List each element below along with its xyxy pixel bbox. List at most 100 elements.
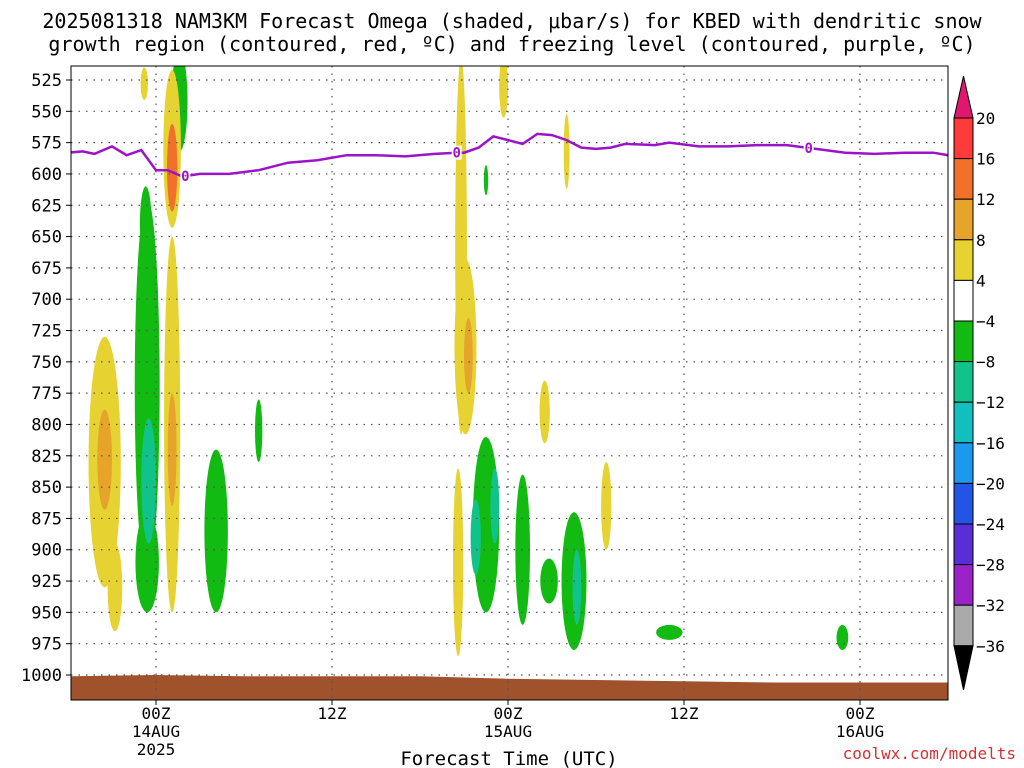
colorbar-segment: [953, 158, 974, 200]
omega-cell: [167, 393, 177, 506]
omega-cell: [97, 409, 112, 510]
omega-cell: [836, 624, 849, 650]
colorbar-segment: [953, 401, 974, 444]
colorbar-segment: [953, 198, 974, 241]
y-tick-label: 950: [31, 603, 62, 623]
y-tick-label: 775: [31, 384, 62, 404]
omega-cell: [453, 468, 464, 657]
grid-lines: [71, 66, 948, 700]
colorbar-segment: [953, 279, 974, 322]
omega-cell: [572, 549, 582, 625]
colorbar-label: −24: [976, 515, 1005, 534]
colorbar-label: 8: [976, 231, 986, 250]
site-watermark: coolwx.com/modelts: [842, 744, 1016, 763]
omega-cell: [499, 66, 508, 118]
contour-label: 0: [181, 169, 189, 185]
colorbar-segment: [953, 564, 974, 606]
freezing-level-line: [71, 132, 948, 178]
y-tick-label: 675: [31, 259, 62, 279]
x-tick-label: 12Z: [318, 704, 347, 723]
x-tick-label: 14AUG: [132, 722, 180, 741]
contour-label-bg: [803, 140, 814, 155]
colorbar-label: −8: [976, 353, 995, 372]
y-tick-label: 875: [31, 509, 62, 529]
chart-title-line-2: growth region (contoured, red, ºC) and f…: [48, 32, 976, 56]
x-tick-label: 12Z: [670, 704, 699, 723]
omega-cell: [539, 380, 550, 444]
y-tick-label: 900: [31, 541, 62, 561]
contour-label-bg: [180, 169, 191, 184]
y-tick-label: 525: [31, 71, 62, 91]
omega-cell: [656, 624, 683, 640]
omega-cell: [464, 318, 473, 394]
x-tick-label: 00Z: [846, 704, 875, 723]
x-tick-label: 16AUG: [836, 722, 884, 741]
y-tick-label: 800: [31, 415, 62, 435]
x-axis-title: Forecast Time (UTC): [400, 748, 617, 768]
colorbar-segment: [953, 361, 974, 403]
contour-label-bg: [451, 145, 462, 160]
colorbar-label: −4: [976, 312, 995, 331]
y-tick-label: 925: [31, 572, 62, 592]
y-tick-label: 750: [31, 353, 62, 373]
omega-cell: [483, 165, 489, 196]
omega-cell: [563, 113, 570, 189]
y-tick-label: 850: [31, 478, 62, 498]
colorbar-label: −28: [976, 556, 1005, 575]
colorbar-label: −32: [976, 596, 1005, 615]
omega-cell: [490, 468, 500, 544]
freezing-level-contour: 0 0 0: [71, 132, 948, 185]
omega-cell: [107, 543, 123, 632]
omega-cell: [601, 462, 612, 550]
colorbar-label: 4: [976, 271, 986, 290]
terrain-surface: [71, 675, 948, 700]
colorbar-label: −16: [976, 434, 1005, 453]
x-tick-label: 15AUG: [484, 722, 532, 741]
omega-cell: [204, 449, 228, 613]
y-tick-label: 650: [31, 228, 62, 248]
omega-cell: [141, 418, 157, 544]
y-tick-label: 825: [31, 447, 62, 467]
colorbar-segment: [953, 239, 974, 281]
x-tick-label: 00Z: [494, 704, 523, 723]
omega-cell: [540, 558, 558, 604]
colorbar-label: 20: [976, 109, 995, 128]
colorbar: 20 16 12 8 4 −4 −8 −12 −16 −20 −24 −28 −32 −36: [953, 75, 1005, 691]
contour-label: 0: [804, 141, 812, 157]
omega-cell: [254, 399, 263, 463]
colorbar-label: −12: [976, 393, 1005, 412]
y-tick-label: 975: [31, 635, 62, 655]
omega-cell: [515, 474, 531, 625]
colorbar-segment: [953, 604, 974, 647]
colorbar-segment: [953, 117, 974, 160]
colorbar-label: 16: [976, 150, 995, 169]
chart-title-line-1: 2025081318 NAM3KM Forecast Omega (shaded…: [42, 9, 982, 33]
colorbar-label: 12: [976, 190, 995, 209]
omega-cell: [139, 186, 152, 262]
plot-frame: [70, 65, 949, 701]
colorbar-segment: [953, 482, 974, 525]
colorbar-label: −20: [976, 474, 1005, 493]
y-tick-label: 575: [31, 134, 62, 154]
colorbar-segment: [953, 320, 974, 363]
x-tick-label: 00Z: [142, 704, 171, 723]
terrain-fill: [71, 675, 948, 700]
omega-cell: [135, 512, 159, 613]
omega-shading: [88, 66, 849, 657]
contour-label: 0: [452, 146, 460, 162]
colorbar-bottom-triangle: [953, 645, 974, 691]
y-tick-label: 600: [31, 165, 62, 185]
omega-cell: [140, 67, 148, 101]
x-tick-label: 2025: [137, 740, 176, 759]
y-tick-label: 550: [31, 102, 62, 122]
y-tick-label: 700: [31, 290, 62, 310]
colorbar-segment: [953, 523, 974, 566]
colorbar-segment: [953, 442, 974, 484]
omega-cell: [167, 123, 178, 212]
y-axis: 525 550 575 600 625 650 675 700 725 750 775 800 825 8…: [21, 71, 71, 686]
colorbar-label: −36: [976, 637, 1005, 656]
y-tick-label: 625: [31, 196, 62, 216]
y-tick-label: 1000: [21, 666, 62, 686]
